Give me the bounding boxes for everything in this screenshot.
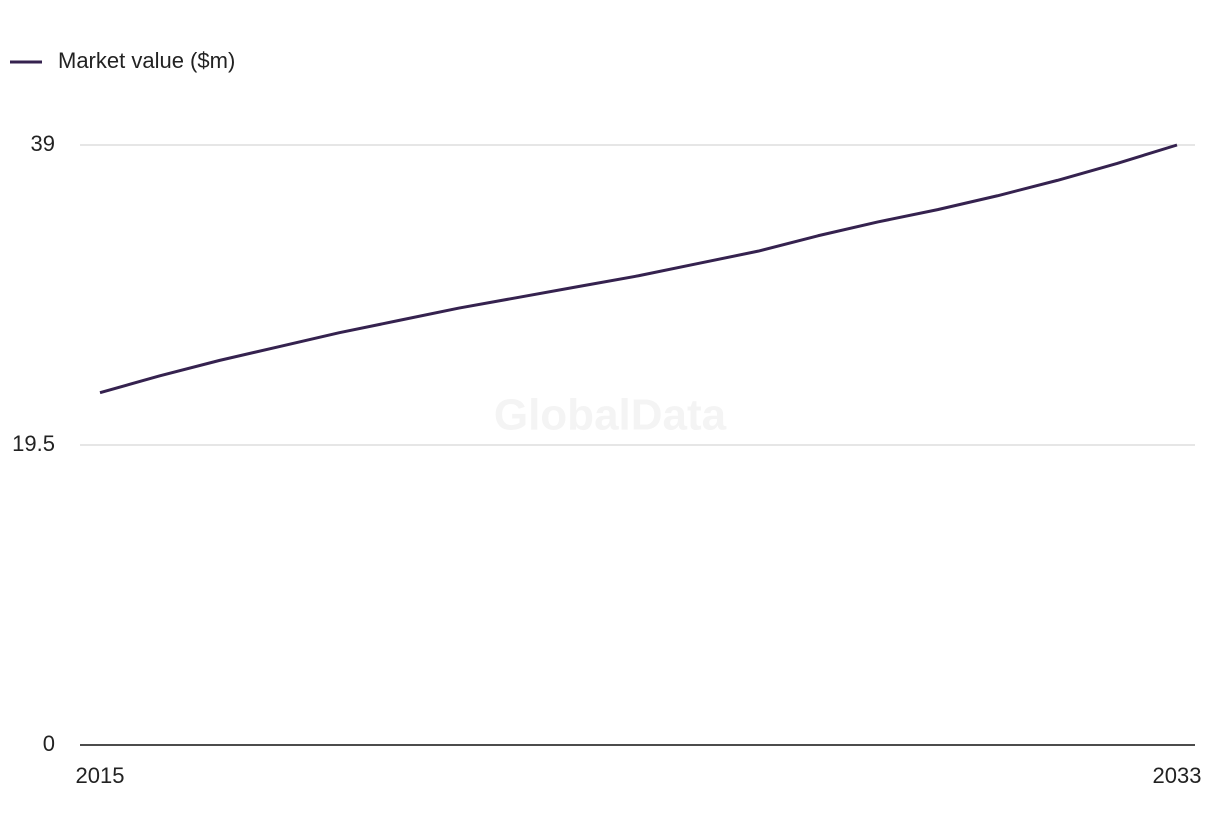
y-tick-label: 19.5 <box>12 431 55 456</box>
x-tick-label: 2033 <box>1153 763 1202 788</box>
x-tick-label: 2015 <box>76 763 125 788</box>
y-tick-label: 39 <box>31 131 55 156</box>
watermark: GlobalData <box>494 391 727 440</box>
y-tick-label: 0 <box>43 731 55 756</box>
legend-label: Market value ($m) <box>58 48 235 73</box>
data-line <box>99 143 1178 395</box>
